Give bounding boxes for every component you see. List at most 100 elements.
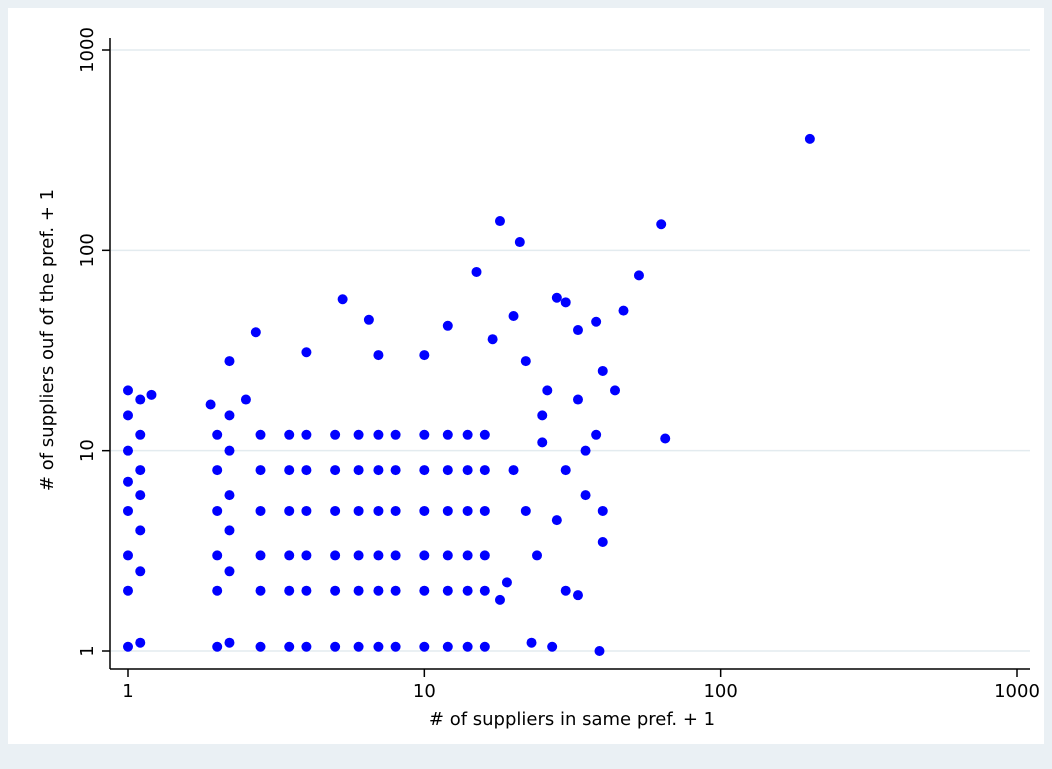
point: [390, 465, 401, 476]
point: [330, 429, 341, 440]
point: [363, 314, 374, 325]
point: [373, 505, 384, 516]
point: [479, 465, 490, 476]
point: [462, 465, 473, 476]
point: [572, 325, 583, 336]
point: [284, 505, 295, 516]
point: [462, 641, 473, 652]
point: [330, 641, 341, 652]
point: [330, 585, 341, 596]
point: [224, 410, 235, 421]
point: [660, 433, 671, 444]
point: [462, 505, 473, 516]
point: [284, 550, 295, 561]
point: [255, 550, 266, 561]
point: [547, 641, 558, 652]
point: [224, 356, 235, 367]
y-tick-label: 10: [77, 439, 98, 462]
x-axis-title: # of suppliers in same pref. + 1: [429, 709, 715, 730]
x-tick-label: 100: [703, 681, 737, 702]
point: [123, 385, 133, 396]
point: [532, 550, 543, 561]
point: [135, 490, 146, 501]
x-tick-label: 10: [413, 681, 436, 702]
point: [255, 641, 266, 652]
point: [123, 550, 133, 561]
point: [353, 429, 364, 440]
point: [594, 646, 605, 656]
point: [462, 550, 473, 561]
point: [419, 550, 430, 561]
point: [419, 585, 430, 596]
point: [353, 505, 364, 516]
point: [508, 465, 519, 476]
point: [580, 490, 591, 501]
point: [572, 394, 583, 405]
point: [442, 320, 453, 331]
point: [123, 505, 133, 516]
x-tick-label: 1000: [994, 681, 1040, 702]
point: [301, 505, 312, 516]
point: [135, 465, 146, 476]
point: [212, 429, 223, 440]
point: [240, 394, 251, 405]
point: [419, 350, 430, 361]
point: [520, 505, 531, 516]
point: [597, 537, 608, 548]
point: [135, 394, 146, 405]
point: [255, 429, 266, 440]
point: [330, 550, 341, 561]
point: [494, 216, 505, 227]
point: [353, 465, 364, 476]
point: [205, 399, 216, 410]
point: [373, 465, 384, 476]
point: [224, 637, 235, 648]
point: [419, 641, 430, 652]
point: [610, 385, 621, 396]
y-tick-label: 1: [77, 645, 98, 656]
point: [284, 585, 295, 596]
point: [353, 641, 364, 652]
point: [135, 637, 146, 648]
point: [224, 525, 235, 536]
point: [301, 585, 312, 596]
point: [560, 465, 571, 476]
point: [353, 585, 364, 596]
point: [442, 429, 453, 440]
point: [255, 585, 266, 596]
point: [123, 585, 133, 596]
point: [212, 641, 223, 652]
point: [442, 550, 453, 561]
point: [255, 505, 266, 516]
point: [442, 641, 453, 652]
point: [135, 429, 146, 440]
point: [572, 590, 583, 601]
point: [442, 585, 453, 596]
point: [212, 505, 223, 516]
point: [656, 219, 667, 230]
point: [373, 429, 384, 440]
point: [804, 133, 815, 144]
point: [551, 292, 562, 303]
point: [442, 465, 453, 476]
point: [255, 465, 266, 476]
point: [301, 550, 312, 561]
point: [373, 585, 384, 596]
point: [373, 350, 384, 361]
point: [224, 490, 235, 501]
point: [580, 445, 591, 456]
point: [390, 505, 401, 516]
point: [419, 505, 430, 516]
y-tick-label: 1000: [77, 27, 98, 73]
point: [146, 389, 157, 400]
point: [212, 550, 223, 561]
point: [135, 525, 146, 536]
plot-region: [8, 8, 1044, 744]
point: [373, 641, 384, 652]
point: [330, 465, 341, 476]
point: [373, 550, 384, 561]
point: [284, 465, 295, 476]
point: [123, 641, 133, 652]
point: [224, 566, 235, 577]
